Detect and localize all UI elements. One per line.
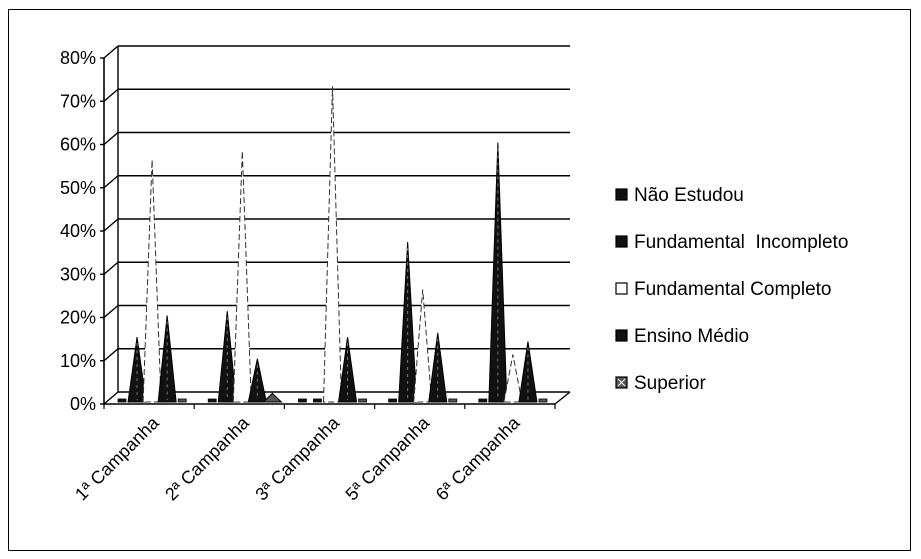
data-peak — [177, 398, 187, 403]
legend-item: Fundamental Incompleto — [615, 232, 848, 253]
data-peak — [398, 241, 418, 403]
x-tick-label: 1ª Campanha — [71, 412, 163, 504]
legend-item: Não Estudou — [615, 185, 744, 206]
data-peak — [117, 398, 127, 403]
data-peak — [322, 86, 343, 403]
series-peaks — [117, 86, 548, 403]
data-peak — [448, 398, 458, 403]
data-peak — [518, 341, 538, 403]
legend-swatch — [615, 235, 628, 248]
y-tick-label: 80% — [60, 48, 96, 68]
gridline-depth — [103, 391, 119, 405]
data-peak — [207, 398, 217, 403]
y-tick-label: 70% — [60, 91, 96, 111]
legend-swatch — [615, 188, 628, 201]
legend-label: Fundamental Incompleto — [634, 232, 848, 253]
data-peak — [142, 159, 162, 403]
floor-right-edge — [554, 391, 571, 405]
x-tick-label: 2ª Campanha — [161, 412, 253, 504]
legend-swatch-pattern — [617, 378, 626, 387]
legend-swatch — [615, 329, 628, 342]
legend-item: Fundamental Completo — [615, 279, 832, 300]
gridline-depth — [103, 218, 119, 232]
data-peak — [503, 354, 523, 403]
axes — [100, 46, 571, 409]
gridline-depth — [103, 348, 119, 362]
data-peak — [538, 398, 548, 403]
y-tick-label: 60% — [60, 135, 96, 155]
data-peak — [297, 398, 307, 403]
y-tick-label: 50% — [60, 178, 96, 198]
legend-swatch — [615, 282, 628, 295]
data-peak — [232, 151, 252, 403]
y-tick-label: 30% — [60, 264, 96, 284]
y-tick-label: 40% — [60, 221, 96, 241]
data-peak — [313, 398, 322, 403]
legend-item: Superior — [615, 373, 706, 394]
data-peak — [413, 289, 433, 403]
gridline-depth — [103, 88, 119, 102]
chart-frame — [8, 9, 911, 551]
gridline-depth — [103, 45, 119, 59]
legend: Não Estudou Fundamental Incompleto Fundame… — [615, 185, 848, 394]
legend-item: Ensino Médio — [615, 326, 749, 347]
y-tick-label: 0% — [70, 394, 96, 414]
legend-label: Superior — [634, 373, 706, 394]
gridline-depth — [103, 175, 119, 189]
y-axis-ticks: 0% 10% 20% 30% 40% 50% 60% 70% 80% — [60, 48, 96, 414]
gridline-depth — [103, 304, 119, 319]
data-peak — [488, 142, 508, 403]
legend-label: Fundamental Completo — [634, 279, 832, 300]
x-tick-label: 6ª Campanha — [432, 412, 524, 504]
y-tick-label: 20% — [60, 308, 96, 328]
gridline-depth — [103, 261, 119, 275]
legend-label: Ensino Médio — [634, 326, 749, 347]
data-peak — [262, 392, 283, 403]
data-peak — [478, 398, 488, 403]
gridline-depth — [103, 131, 119, 146]
legend-label: Não Estudou — [634, 185, 744, 206]
x-tick-label: 3ª Campanha — [251, 412, 343, 504]
data-peak — [337, 337, 358, 403]
data-peak — [127, 337, 147, 403]
data-peak — [358, 398, 368, 403]
y-tick-label: 10% — [60, 351, 96, 371]
x-tick-label: 5ª Campanha — [342, 412, 434, 504]
data-peak — [217, 311, 237, 403]
data-peak — [388, 398, 398, 403]
